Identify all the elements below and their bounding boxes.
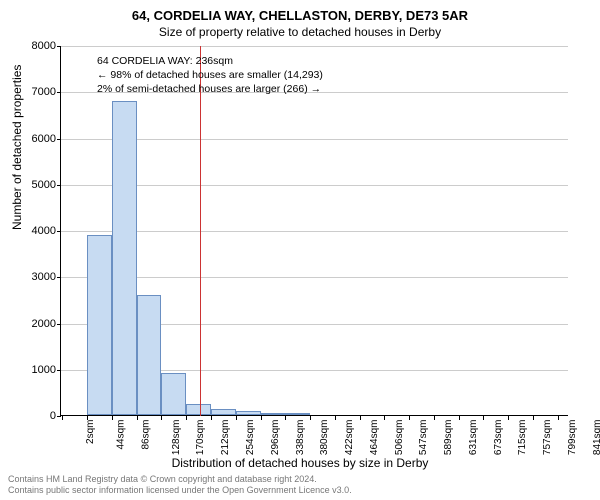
xtick-mark xyxy=(310,416,311,420)
xtick-label: 380sqm xyxy=(320,420,331,456)
xtick-label: 631sqm xyxy=(468,420,479,456)
gridline xyxy=(61,185,568,186)
xtick-mark xyxy=(211,416,212,420)
ytick-label: 2000 xyxy=(16,318,56,330)
xtick-mark xyxy=(186,416,187,420)
xtick-mark xyxy=(434,416,435,420)
xtick-mark xyxy=(508,416,509,420)
ytick-label: 6000 xyxy=(16,133,56,145)
xtick-label: 799sqm xyxy=(567,420,578,456)
gridline xyxy=(61,277,568,278)
histogram-bar xyxy=(186,404,211,415)
xtick-mark xyxy=(558,416,559,420)
ytick-label: 3000 xyxy=(16,271,56,283)
xtick-label: 254sqm xyxy=(245,420,256,456)
xtick-label: 338sqm xyxy=(295,420,306,456)
xtick-mark xyxy=(236,416,237,420)
ytick-mark xyxy=(57,370,61,371)
xtick-label: 715sqm xyxy=(517,420,528,456)
annotation-box: 64 CORDELIA WAY: 236sqm ← 98% of detache… xyxy=(97,52,323,99)
xtick-label: 589sqm xyxy=(443,420,454,456)
xtick-mark xyxy=(533,416,534,420)
histogram-bar xyxy=(285,413,310,415)
plot-area: 0100020003000400050006000700080002sqm44s… xyxy=(60,46,568,416)
xtick-label: 757sqm xyxy=(542,420,553,456)
x-axis-label: Distribution of detached houses by size … xyxy=(0,456,600,470)
annotation-line-3: 2% of semi-detached houses are larger (2… xyxy=(97,82,323,96)
ytick-label: 4000 xyxy=(16,225,56,237)
ytick-label: 7000 xyxy=(16,86,56,98)
histogram-bar xyxy=(236,411,261,415)
histogram-bar xyxy=(87,235,112,415)
chart-subtitle: Size of property relative to detached ho… xyxy=(0,25,600,39)
xtick-mark xyxy=(161,416,162,420)
chart-area: 0100020003000400050006000700080002sqm44s… xyxy=(60,46,568,416)
xtick-mark xyxy=(285,416,286,420)
annotation-line-2: ← 98% of detached houses are smaller (14… xyxy=(97,68,323,82)
xtick-mark xyxy=(483,416,484,420)
xtick-label: 212sqm xyxy=(220,420,231,456)
title-block: 64, CORDELIA WAY, CHELLASTON, DERBY, DE7… xyxy=(0,0,600,39)
annotation-line-1: 64 CORDELIA WAY: 236sqm xyxy=(97,54,323,68)
xtick-label: 170sqm xyxy=(195,420,206,456)
xtick-label: 422sqm xyxy=(344,420,355,456)
ytick-label: 5000 xyxy=(16,179,56,191)
ytick-mark xyxy=(57,277,61,278)
histogram-bar xyxy=(211,409,236,415)
xtick-mark xyxy=(261,416,262,420)
xtick-label: 44sqm xyxy=(116,420,127,450)
gridline xyxy=(61,46,568,47)
footer-line-2: Contains public sector information licen… xyxy=(8,485,352,496)
marker-line xyxy=(200,46,201,416)
histogram-bar xyxy=(137,295,162,415)
ytick-mark xyxy=(57,416,61,417)
xtick-mark xyxy=(360,416,361,420)
ytick-label: 1000 xyxy=(16,364,56,376)
xtick-mark xyxy=(87,416,88,420)
xtick-label: 2sqm xyxy=(85,420,96,444)
footer-line-1: Contains HM Land Registry data © Crown c… xyxy=(8,474,352,485)
ytick-mark xyxy=(57,324,61,325)
xtick-label: 128sqm xyxy=(171,420,182,456)
xtick-mark xyxy=(112,416,113,420)
xtick-label: 86sqm xyxy=(140,420,151,450)
histogram-bar xyxy=(161,373,186,415)
xtick-label: 464sqm xyxy=(369,420,380,456)
xtick-label: 673sqm xyxy=(493,420,504,456)
ytick-mark xyxy=(57,46,61,47)
xtick-mark xyxy=(137,416,138,420)
gridline xyxy=(61,231,568,232)
ytick-mark xyxy=(57,139,61,140)
ytick-mark xyxy=(57,185,61,186)
xtick-mark xyxy=(384,416,385,420)
ytick-mark xyxy=(57,92,61,93)
ytick-label: 8000 xyxy=(16,40,56,52)
gridline xyxy=(61,139,568,140)
xtick-label: 506sqm xyxy=(394,420,405,456)
xtick-label: 841sqm xyxy=(592,420,600,456)
chart-title: 64, CORDELIA WAY, CHELLASTON, DERBY, DE7… xyxy=(0,8,600,23)
xtick-mark xyxy=(335,416,336,420)
ytick-mark xyxy=(57,231,61,232)
ytick-label: 0 xyxy=(16,410,56,422)
histogram-bar xyxy=(261,413,286,415)
footer-attribution: Contains HM Land Registry data © Crown c… xyxy=(8,474,352,496)
xtick-mark xyxy=(62,416,63,420)
xtick-label: 547sqm xyxy=(418,420,429,456)
xtick-mark xyxy=(459,416,460,420)
histogram-bar xyxy=(112,101,137,416)
xtick-mark xyxy=(409,416,410,420)
xtick-label: 296sqm xyxy=(270,420,281,456)
